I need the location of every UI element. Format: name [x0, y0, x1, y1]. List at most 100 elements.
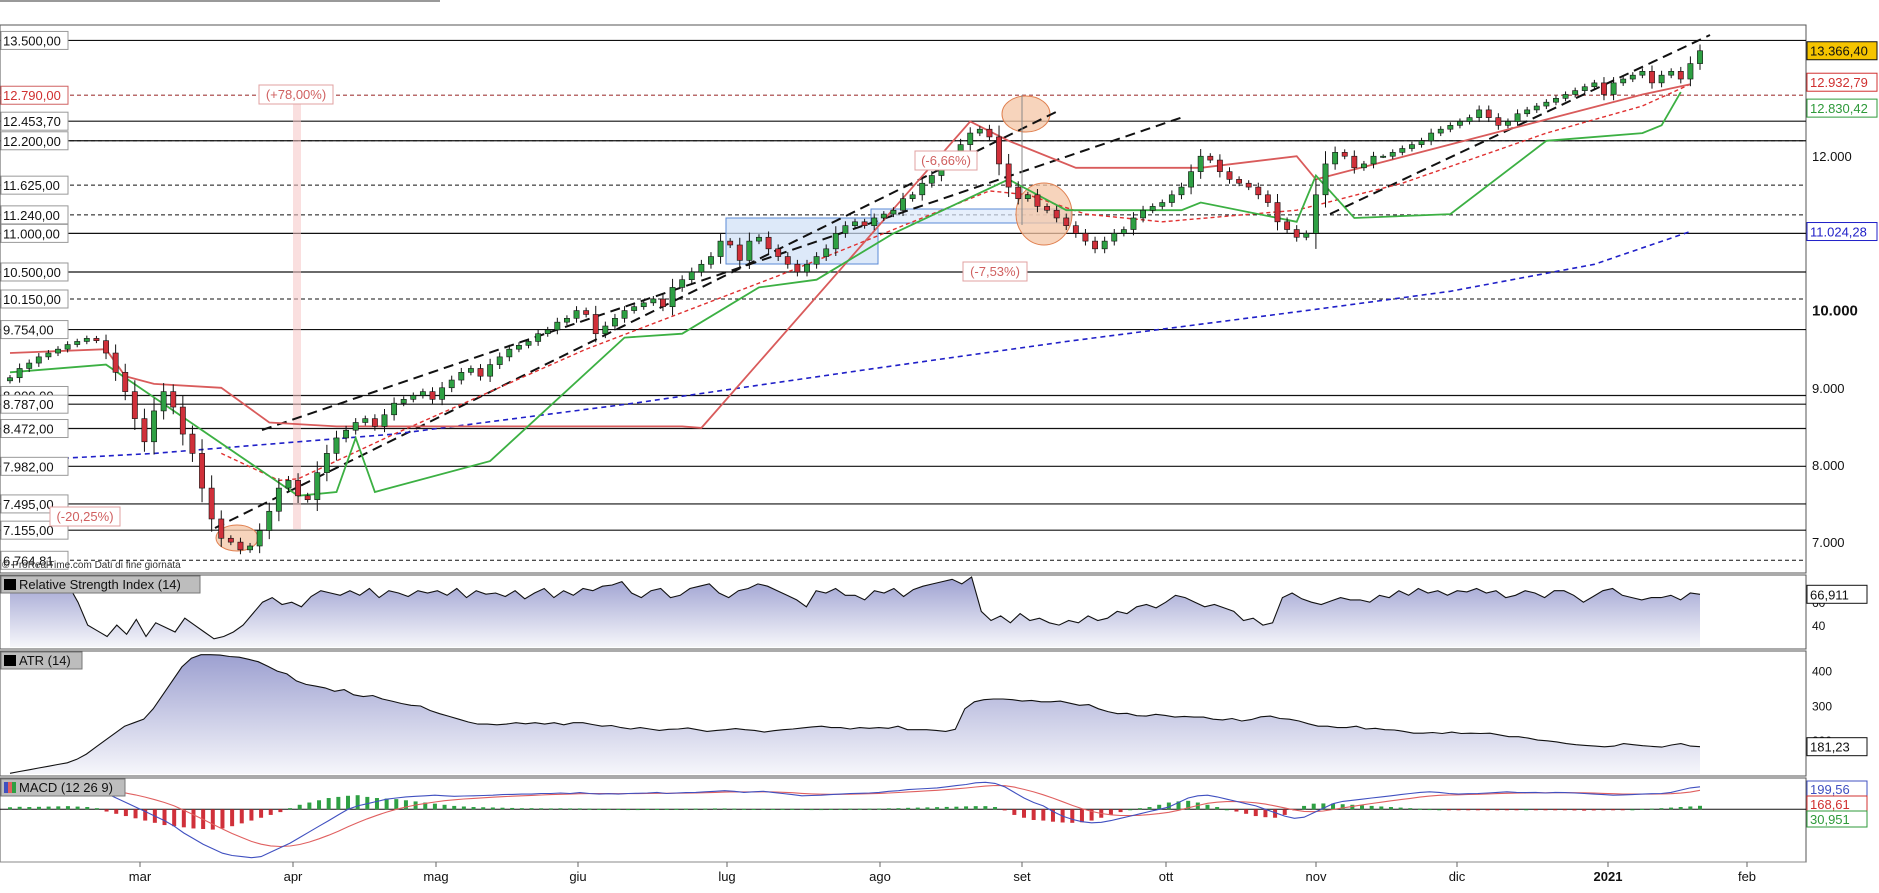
- candle-body-131: [1264, 194, 1271, 203]
- candle-body-69: [669, 287, 676, 308]
- macd-hist-bar-56: [548, 808, 553, 810]
- candle-body-46: [448, 379, 455, 389]
- macd-hist-bar-45: [442, 804, 447, 810]
- candle-body-148: [1428, 132, 1435, 142]
- macd-hist-bar-134: [1302, 805, 1307, 810]
- candle-body-165: [1591, 82, 1598, 88]
- candle-body-95: [919, 182, 926, 196]
- macd-hist-bar-146: [1417, 808, 1422, 810]
- macd-hist-bar-44: [432, 803, 437, 810]
- candle-body-20: [199, 453, 205, 489]
- macd-hist-bar-99: [964, 806, 969, 810]
- macd-hist-bar-10: [104, 809, 109, 812]
- last-stop-green-tag: 12.830,42: [1810, 101, 1868, 116]
- macd-hist-bar-37: [365, 796, 370, 810]
- level-label-box-5: [0, 205, 69, 225]
- price-tick-5: 12.000: [1812, 149, 1852, 164]
- macd-hist-bar-54: [529, 808, 534, 810]
- macd-hist-bar-174: [1688, 806, 1693, 810]
- candle-body-114: [1101, 240, 1108, 250]
- candle-body-170: [1639, 71, 1646, 76]
- macd-hist-bar-171: [1659, 808, 1664, 810]
- indicator-lines: [9, 83, 1691, 497]
- candle-body-135: [1303, 233, 1310, 238]
- macd-hist-bar-31: [307, 802, 312, 810]
- candle-body-125: [1207, 155, 1214, 161]
- macd-title[interactable]: MACD (12 26 9): [0, 778, 126, 797]
- macd-hist-bar-2: [27, 807, 32, 810]
- macd-hist-bar-153: [1485, 809, 1490, 811]
- macd-hist-bar-34: [336, 796, 341, 810]
- macd-hist-bar-150: [1456, 809, 1461, 811]
- macd-hist-bar-147: [1427, 809, 1432, 811]
- candle-body-136: [1312, 194, 1319, 234]
- candlesticks: [7, 44, 1703, 555]
- last-sma-tag: 11.024,28: [1810, 225, 1867, 240]
- candle-body-113: [1092, 240, 1098, 250]
- macd-hist-bar-100: [973, 806, 978, 810]
- credit-text: © ProRealTime.com Dati di fine giornata: [2, 560, 181, 571]
- candle-body-44: [429, 391, 436, 400]
- macd-hist-bar-17: [172, 809, 177, 827]
- macd-hist-bar-79: [770, 808, 775, 810]
- level-label-box-16: [0, 550, 69, 570]
- candle-body-26: [256, 530, 263, 547]
- rsi-title[interactable]: Relative Strength Index (14): [0, 575, 201, 594]
- candle-body-41: [400, 399, 407, 404]
- macd-hist-bar-107: [1041, 809, 1046, 821]
- candle-body-137: [1322, 163, 1329, 196]
- macd-hist-bar-46: [452, 805, 457, 810]
- macd-hist-bar-132: [1282, 809, 1287, 815]
- level-label-8: 10.150,00: [3, 292, 61, 307]
- candle-body-157: [1514, 113, 1521, 122]
- level-label-11: 8.787,00: [3, 397, 54, 412]
- macd-hist-bar-13: [133, 809, 138, 819]
- candle-body-16: [160, 391, 167, 412]
- candle-body-58: [564, 317, 570, 323]
- candle-body-122: [1178, 186, 1185, 196]
- rsi-line: [9, 576, 1701, 640]
- candle-body-18: [179, 406, 186, 435]
- candle-body-35: [343, 429, 350, 439]
- candle-body-10: [103, 340, 109, 354]
- candle-body-105: [1015, 186, 1022, 199]
- candle-body-171: [1649, 71, 1655, 84]
- level-label-box-6: [0, 223, 69, 243]
- candle-body-4: [45, 352, 52, 358]
- candle-body-112: [1082, 233, 1089, 242]
- candle-body-47: [458, 372, 465, 381]
- macd-hist-bar-57: [558, 808, 563, 810]
- macd-hist-bar-175: [1698, 805, 1702, 810]
- candle-body-64: [621, 310, 628, 319]
- last-price-tag: 13.366,40: [1810, 44, 1868, 59]
- rsi-plot: 406066,911: [9, 576, 1868, 647]
- candle-body-49: [477, 368, 484, 377]
- price-tick-0: 7.000: [1812, 535, 1845, 550]
- level-label-box-13: [0, 456, 69, 476]
- macd-hist-bar-118: [1147, 807, 1152, 810]
- candle-body-32: [314, 472, 321, 500]
- macd-hist-bar-138: [1340, 804, 1345, 810]
- macd-hist-bar-62: [606, 808, 611, 810]
- level-label-box-3: [0, 131, 69, 151]
- candle-body-53: [515, 345, 522, 350]
- macd-hist-bar-166: [1611, 809, 1616, 811]
- candle-body-82: [794, 263, 801, 273]
- gain-range-bar: [293, 97, 301, 529]
- level-label-box-12: [0, 419, 69, 439]
- axis-labels: 13.500,00 12.790,00 12.453,70 12.200,00 11.6…: [0, 30, 1878, 884]
- candle-body-156: [1505, 121, 1511, 126]
- macd-hist-bar-129: [1253, 809, 1258, 817]
- annotation-drop-3-text: (-20,25%): [56, 509, 113, 524]
- macd-hist-bar-59: [577, 808, 582, 810]
- macd-hist-bar-163: [1582, 809, 1587, 811]
- macd-hist-bar-124: [1205, 804, 1210, 810]
- candle-body-56: [544, 329, 551, 335]
- atr-title[interactable]: ATR (14): [0, 651, 83, 670]
- candle-body-142: [1370, 155, 1377, 165]
- atr-tick-1: 300: [1812, 699, 1832, 713]
- stop-red-line: [9, 83, 1691, 429]
- candle-body-143: [1380, 155, 1387, 158]
- macd-hist-bar-78: [761, 808, 766, 810]
- macd-hist-bar-55: [539, 808, 544, 810]
